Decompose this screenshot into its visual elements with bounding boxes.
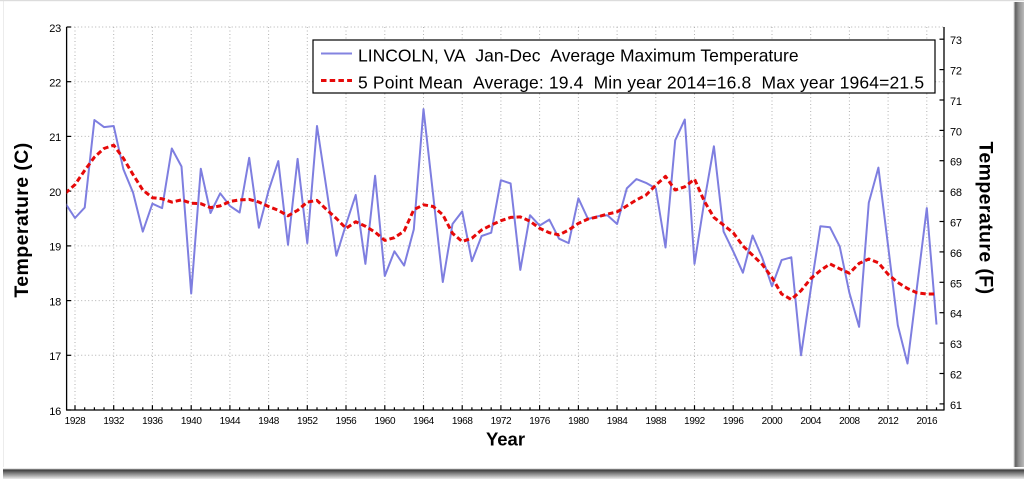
- svg-text:1980: 1980: [568, 416, 589, 427]
- svg-text:Year: Year: [486, 429, 525, 450]
- svg-text:64: 64: [950, 309, 962, 321]
- svg-text:2008: 2008: [839, 416, 860, 427]
- svg-text:71: 71: [950, 96, 962, 108]
- svg-text:1972: 1972: [491, 416, 512, 427]
- svg-text:16: 16: [49, 406, 61, 418]
- svg-text:1964: 1964: [413, 416, 434, 427]
- svg-text:20: 20: [49, 187, 61, 199]
- svg-text:LINCOLN, VA Jan-Dec Average: LINCOLN, VA Jan-Dec Average Maximum Temp…: [358, 46, 799, 66]
- svg-text:17: 17: [49, 351, 61, 363]
- svg-text:68: 68: [950, 187, 962, 199]
- svg-text:2016: 2016: [916, 416, 937, 427]
- svg-text:1976: 1976: [529, 416, 550, 427]
- svg-text:1948: 1948: [258, 416, 279, 427]
- svg-text:1944: 1944: [220, 416, 241, 427]
- svg-text:69: 69: [950, 157, 962, 169]
- svg-text:22: 22: [49, 78, 61, 90]
- svg-text:1952: 1952: [297, 416, 318, 427]
- svg-text:62: 62: [950, 370, 962, 382]
- svg-text:1988: 1988: [645, 416, 666, 427]
- svg-text:61: 61: [950, 400, 962, 412]
- svg-text:5 Point Mean Average: 19.4 M: 5 Point Mean Average: 19.4 Min year 2014…: [358, 72, 924, 92]
- svg-text:2012: 2012: [878, 416, 899, 427]
- svg-text:66: 66: [950, 248, 962, 260]
- svg-text:2000: 2000: [762, 416, 783, 427]
- svg-text:23: 23: [49, 23, 61, 35]
- svg-text:21: 21: [49, 132, 61, 144]
- svg-text:67: 67: [950, 218, 962, 230]
- svg-text:1992: 1992: [684, 416, 705, 427]
- svg-text:63: 63: [950, 339, 962, 351]
- svg-text:Temperature (F): Temperature (F): [975, 142, 997, 295]
- svg-text:70: 70: [950, 126, 962, 138]
- svg-text:1996: 1996: [723, 416, 744, 427]
- svg-text:1936: 1936: [142, 416, 163, 427]
- svg-text:1940: 1940: [181, 416, 202, 427]
- svg-text:65: 65: [950, 278, 962, 290]
- svg-text:1984: 1984: [607, 416, 628, 427]
- svg-text:1968: 1968: [452, 416, 473, 427]
- svg-text:73: 73: [950, 35, 962, 47]
- svg-text:Temperature (C): Temperature (C): [11, 142, 33, 297]
- svg-text:19: 19: [49, 242, 61, 254]
- svg-text:72: 72: [950, 66, 962, 78]
- svg-text:1932: 1932: [103, 416, 124, 427]
- svg-text:1928: 1928: [65, 416, 86, 427]
- svg-text:1956: 1956: [336, 416, 357, 427]
- svg-text:2004: 2004: [800, 416, 821, 427]
- svg-text:18: 18: [49, 296, 61, 308]
- svg-text:1960: 1960: [374, 416, 395, 427]
